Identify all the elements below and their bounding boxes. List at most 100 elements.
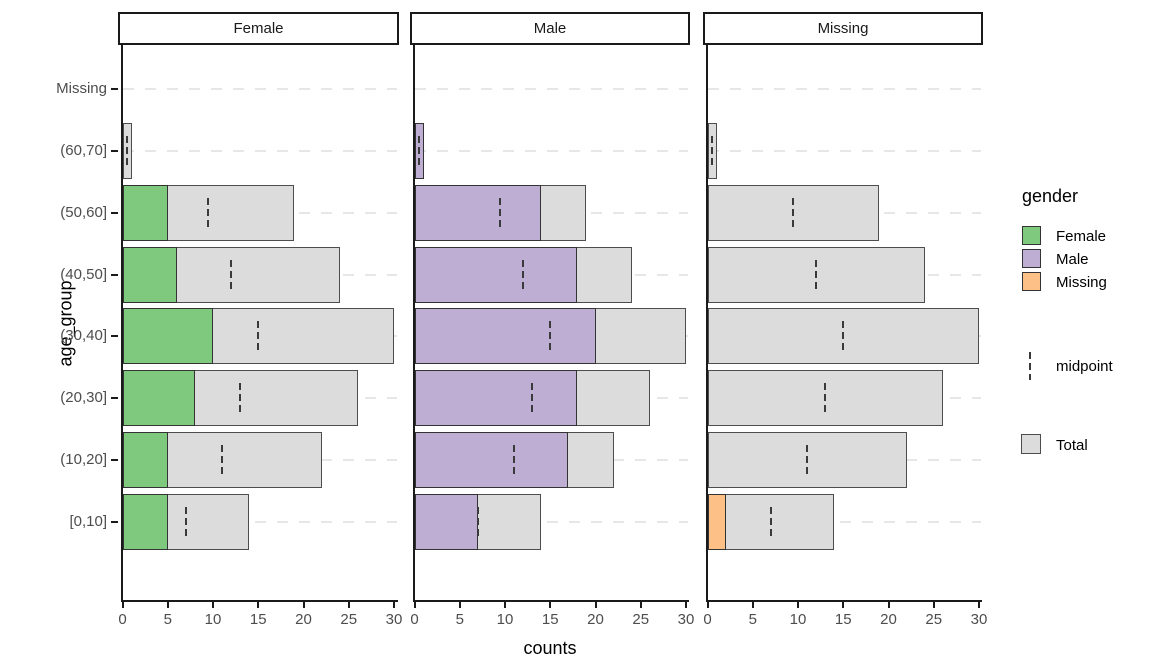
- gridline: [414, 521, 688, 524]
- x-tick: [978, 602, 980, 608]
- x-tick: [166, 602, 169, 608]
- midpoint-marker: [824, 383, 827, 414]
- x-tick-label: 0: [118, 611, 127, 628]
- x-tick-label: 5: [455, 611, 464, 628]
- y-tick: [111, 211, 118, 214]
- gender-bar-female: [122, 184, 168, 241]
- y-tick: [111, 459, 118, 462]
- midpoint-marker: [221, 445, 224, 476]
- legend-label-midpoint: midpoint: [1056, 358, 1113, 375]
- y-tick-label: (10,20]: [60, 451, 107, 469]
- midpoint-marker: [792, 197, 795, 228]
- x-tick: [751, 602, 754, 608]
- x-tick-label: 5: [163, 611, 172, 628]
- gender-bar-female: [122, 432, 168, 489]
- midpoint-marker: [522, 259, 525, 290]
- midpoint-marker: [257, 321, 260, 352]
- x-tick: [594, 602, 597, 608]
- legend-label-female: Female: [1056, 228, 1107, 245]
- x-tick-label: 15: [834, 611, 852, 628]
- panel-missing: 0 5 10 15 20 25 30: [703, 45, 987, 628]
- y-tick-label: Missing: [56, 80, 107, 97]
- y-axis-title: age_group: [55, 280, 76, 367]
- x-axis-line: [412, 600, 689, 602]
- gridline: [707, 521, 981, 524]
- x-tick-label: 5: [748, 611, 757, 628]
- midpoint-marker: [549, 321, 552, 352]
- strip-label: Male: [533, 20, 567, 37]
- gender-bar-male: [414, 308, 596, 365]
- x-tick-label: 30: [677, 611, 695, 628]
- x-tick-label: 10: [496, 611, 514, 628]
- x-axis-line: [705, 600, 982, 602]
- x-tick: [393, 602, 395, 608]
- gridline: [414, 149, 688, 152]
- x-tick: [887, 602, 890, 608]
- legend-title: gender: [1022, 186, 1079, 206]
- x-tick-label: 10: [789, 611, 807, 628]
- y-axis-line: [412, 45, 415, 600]
- x-tick: [549, 602, 552, 608]
- y-tick-label: (30,40]: [60, 327, 107, 345]
- y-tick: [111, 335, 118, 338]
- gender-bar-male: [414, 494, 478, 551]
- midpoint-marker: [842, 321, 845, 352]
- gender-bar-female: [122, 246, 177, 303]
- legend-swatch-female: [1022, 226, 1041, 245]
- x-tick-label: 30: [385, 611, 403, 628]
- gender-bar-male: [414, 246, 578, 303]
- y-axis-line: [705, 45, 708, 600]
- x-tick: [504, 602, 506, 608]
- x-tick-label: 25: [632, 611, 650, 628]
- strip-label: Female: [233, 20, 284, 37]
- x-tick-label: 20: [880, 611, 897, 628]
- gender-bar-female: [122, 308, 213, 365]
- x-tick: [347, 602, 350, 608]
- x-tick-label: 25: [340, 611, 358, 628]
- y-tick: [111, 397, 118, 400]
- strip-label: Missing: [817, 20, 869, 37]
- x-axis-title: counts: [523, 638, 577, 658]
- midpoint-marker: [531, 383, 534, 414]
- y-tick-label: (20,30]: [60, 389, 107, 407]
- panel-female: 0 5 10 15 20 25 30: [118, 45, 402, 628]
- midpoint-marker: [418, 135, 421, 166]
- x-tick: [706, 602, 709, 608]
- gender-bar-female: [122, 370, 195, 427]
- facet-strip-male: Male: [410, 12, 690, 45]
- legend-midpoint-icon: [1029, 352, 1031, 380]
- facet-strip-missing: Missing: [703, 12, 983, 45]
- midpoint-marker: [815, 259, 818, 290]
- legend-label-missing: Missing: [1056, 274, 1107, 291]
- y-tick: [111, 273, 118, 276]
- midpoint-marker: [711, 135, 714, 166]
- y-tick: [111, 149, 118, 152]
- gender-bar-female: [122, 494, 168, 551]
- gender-bar-male: [414, 370, 578, 427]
- x-tick: [302, 602, 305, 608]
- panel-male: 0 5 10 15 20 25 30: [410, 45, 694, 628]
- y-tick: [111, 521, 118, 524]
- legend-swatch-missing: [1022, 272, 1041, 291]
- y-tick-label: (40,50]: [60, 265, 107, 283]
- midpoint-marker: [126, 135, 129, 166]
- x-tick-label: 20: [587, 611, 604, 628]
- gridline: [122, 149, 397, 152]
- x-tick: [257, 602, 260, 608]
- gridline: [122, 521, 397, 524]
- midpoint-marker: [239, 383, 242, 414]
- y-tick-label: (60,70]: [60, 141, 107, 159]
- midpoint-marker: [184, 507, 187, 538]
- x-tick-label: 15: [249, 611, 267, 628]
- x-tick: [212, 602, 214, 608]
- x-tick-label: 20: [295, 611, 312, 628]
- midpoint-marker: [499, 197, 502, 228]
- y-axis-line: [120, 45, 123, 600]
- x-tick-label: 30: [970, 611, 988, 628]
- x-tick: [639, 602, 642, 608]
- facet-strip-female: Female: [118, 12, 399, 45]
- x-tick: [842, 602, 845, 608]
- gridline: [122, 88, 397, 90]
- x-tick: [121, 602, 124, 608]
